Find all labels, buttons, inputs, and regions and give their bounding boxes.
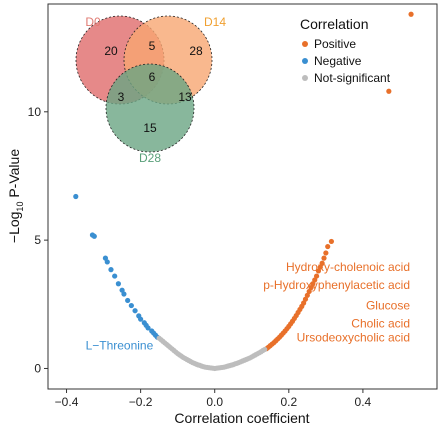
venn-count-d14-d28: 13 <box>178 90 192 104</box>
legend-swatch <box>302 41 308 47</box>
point-negative <box>138 316 144 322</box>
x-tick-label: 0.4 <box>355 395 372 409</box>
axis-ticks: −0.4 −0.2 0.0 0.2 0.4 0 5 10 <box>28 105 372 409</box>
venn-count-d0-d14: 5 <box>149 39 156 53</box>
legend-item-label: Positive <box>314 37 356 51</box>
point-negative <box>115 281 121 287</box>
point-positive <box>323 250 329 256</box>
y-tick-label: 10 <box>28 105 42 119</box>
point-positive <box>328 238 335 245</box>
venn-label-d14: D14 <box>204 15 226 29</box>
point-positive <box>312 277 318 283</box>
legend-swatch <box>302 75 308 81</box>
point-positive <box>319 260 325 266</box>
point-annotations: Hydroxy-cholenoic acid p-Hydroxyphenylace… <box>86 260 411 352</box>
annotation-label: Cholic acid <box>351 317 410 331</box>
x-axis-title: Correlation coefficient <box>174 410 309 426</box>
point-negative <box>128 302 134 309</box>
venn-count-d0-d28: 3 <box>118 90 125 104</box>
point-negative <box>112 273 118 279</box>
legend-item-label: Negative <box>314 54 362 68</box>
point-positive <box>313 273 320 279</box>
point-positive <box>321 255 327 261</box>
point-negative <box>125 297 131 304</box>
point-negative <box>73 193 79 200</box>
point-not-significant <box>262 346 268 353</box>
x-tick-label: −0.4 <box>55 395 79 409</box>
point-positive <box>310 281 316 287</box>
y-axis-title-subscript: 10 <box>15 202 25 212</box>
point-positive <box>306 288 312 295</box>
legend-swatch <box>302 58 308 64</box>
point-negative <box>145 325 151 331</box>
venn-label-d0: D0 <box>85 15 101 29</box>
x-tick-label: −0.2 <box>129 395 153 409</box>
point-positive <box>317 264 323 270</box>
point-positive <box>325 243 331 250</box>
point-positive <box>386 88 392 94</box>
venn-count-all: 6 <box>149 70 156 84</box>
point-positive <box>315 268 322 274</box>
annotation-label: p-Hydroxyphenylacetic acid <box>263 278 410 292</box>
y-axis-title-rest: P-Value <box>6 149 22 202</box>
point-negative <box>119 287 125 293</box>
point-positive <box>302 296 309 302</box>
annotation-label: Hydroxy-cholenoic acid <box>286 260 410 274</box>
y-tick-label: 0 <box>34 361 41 375</box>
point-negative <box>102 255 109 261</box>
legend-item-label: Not-significant <box>314 71 391 85</box>
venn-label-d28: D28 <box>139 151 161 165</box>
annotation-label: L−Threonine <box>86 338 154 352</box>
y-axis-title-main: −Log <box>6 212 22 244</box>
venn-diagram: D0 D14 D28 20 28 5 6 3 13 15 <box>75 15 226 165</box>
point-negative <box>91 233 97 239</box>
annotation-label: Ursodeoxycholic acid <box>297 331 410 345</box>
legend-title: Correlation <box>300 16 368 32</box>
venn-count-d0-only: 20 <box>104 44 118 58</box>
point-negative <box>132 308 138 314</box>
point-positive <box>304 292 310 298</box>
point-negative <box>108 267 114 273</box>
x-tick-label: 0.2 <box>280 395 297 409</box>
scatter-points <box>73 11 414 372</box>
annotation-label: Glucose <box>366 299 410 313</box>
venn-count-d28-only: 15 <box>143 121 157 135</box>
point-negative <box>104 259 110 265</box>
venn-circle-d28 <box>105 63 195 153</box>
point-positive <box>308 285 314 291</box>
point-negative <box>121 291 127 297</box>
y-tick-label: 5 <box>34 233 41 247</box>
y-axis-title: −Log10 P-Value <box>6 149 25 243</box>
venn-count-d14-only: 28 <box>189 44 203 58</box>
point-positive <box>408 11 414 17</box>
x-tick-label: 0.0 <box>206 395 223 409</box>
legend: Correlation Positive Negative Not-signific… <box>300 16 391 85</box>
